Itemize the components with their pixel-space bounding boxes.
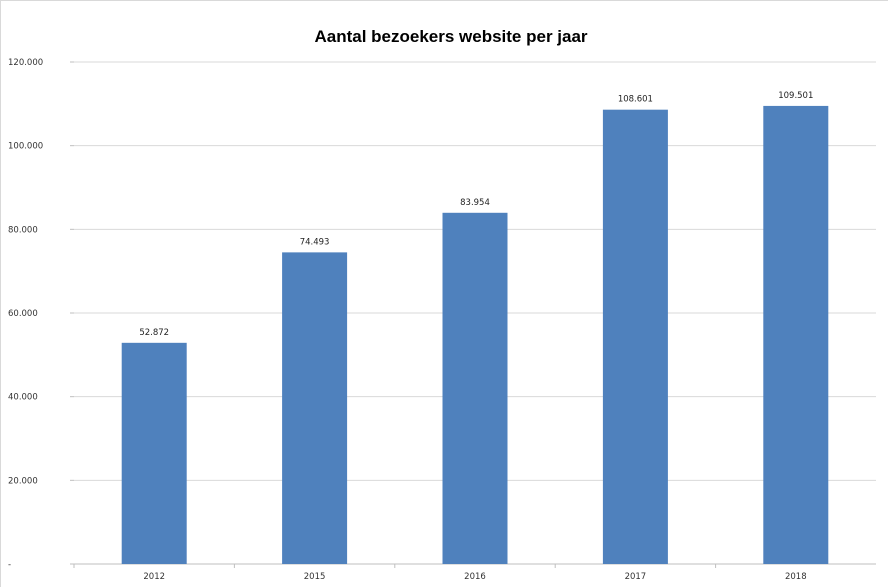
x-tick-label-2015: 2015 [304, 572, 326, 582]
y-axis-ticks: - 20.000 40.000 60.000 80.000 100.000 120.000 [8, 58, 74, 570]
x-tick-label-2018: 2018 [785, 572, 807, 582]
bars [121, 105, 829, 565]
data-label-2015: 74.493 [300, 237, 330, 247]
y-tick-label: 40.000 [8, 393, 38, 403]
bar-2017 [602, 109, 668, 564]
y-tick-label: 120.000 [8, 58, 43, 68]
bar-2018 [763, 105, 829, 565]
y-tick-label: 20.000 [8, 476, 38, 486]
data-label-2017: 108.601 [618, 95, 653, 105]
y-tick-label: 80.000 [8, 225, 38, 235]
bar-2012 [121, 342, 187, 564]
bar-2015 [282, 252, 348, 564]
x-axis-ticks: 2012 2015 2016 2017 2018 [73, 564, 807, 582]
x-tick-label-2016: 2016 [464, 572, 486, 582]
data-label-2012: 52.872 [139, 328, 169, 338]
y-tick-label: 100.000 [8, 142, 43, 152]
chart-title: Aantal bezoekers website per jaar [314, 27, 587, 46]
data-label-2018: 109.501 [778, 91, 813, 101]
data-label-2016: 83.954 [460, 198, 490, 208]
y-tick-label: - [8, 560, 11, 570]
y-tick-label: 60.000 [8, 309, 38, 319]
x-tick-label-2012: 2012 [143, 572, 165, 582]
data-labels: 52.872 74.493 83.954 108.601 109.501 [139, 91, 813, 338]
bar-2016 [442, 212, 508, 565]
x-tick-label-2017: 2017 [625, 572, 647, 582]
